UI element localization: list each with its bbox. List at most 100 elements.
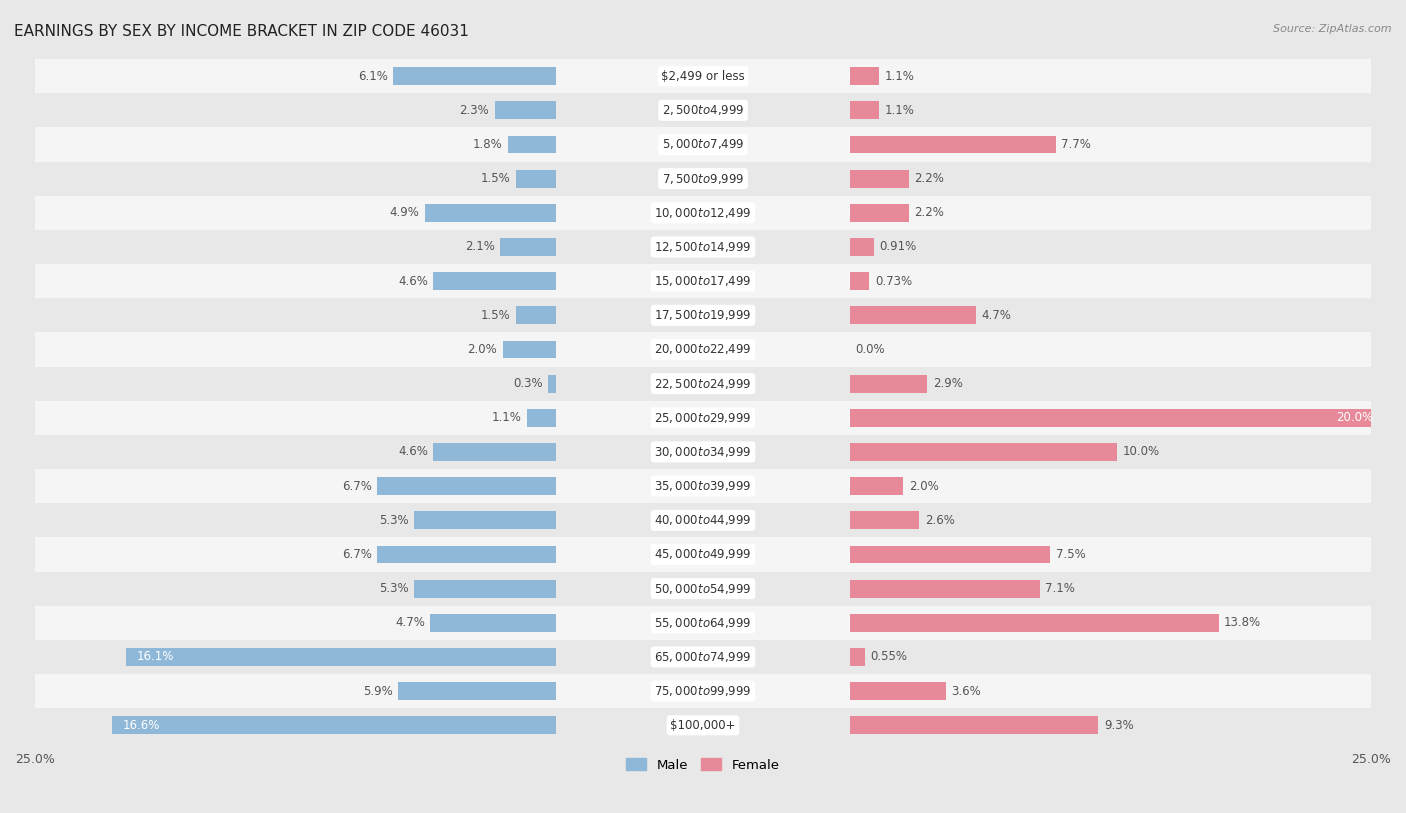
Text: 1.5%: 1.5% <box>481 309 510 322</box>
Text: 4.6%: 4.6% <box>398 275 427 288</box>
Bar <box>35 572 1371 606</box>
Text: $25,000 to $29,999: $25,000 to $29,999 <box>654 411 752 425</box>
Text: 2.3%: 2.3% <box>460 104 489 117</box>
Text: 4.7%: 4.7% <box>395 616 425 629</box>
Bar <box>112 716 555 734</box>
Text: 6.1%: 6.1% <box>357 70 388 83</box>
Bar <box>394 67 555 85</box>
Text: 7.5%: 7.5% <box>1056 548 1085 561</box>
Text: 4.9%: 4.9% <box>389 207 420 220</box>
Bar <box>35 162 1371 196</box>
Text: 2.9%: 2.9% <box>932 377 963 390</box>
Text: 1.8%: 1.8% <box>472 138 502 151</box>
Text: 16.1%: 16.1% <box>136 650 174 663</box>
Bar <box>516 170 555 188</box>
Bar <box>35 367 1371 401</box>
Text: $100,000+: $100,000+ <box>671 719 735 732</box>
Text: 7.1%: 7.1% <box>1045 582 1076 595</box>
Text: $2,500 to $4,999: $2,500 to $4,999 <box>662 103 744 117</box>
Text: $10,000 to $12,499: $10,000 to $12,499 <box>654 206 752 220</box>
Bar <box>851 716 1098 734</box>
Text: 0.55%: 0.55% <box>870 650 907 663</box>
Bar <box>35 264 1371 298</box>
Text: 5.3%: 5.3% <box>380 582 409 595</box>
Text: $50,000 to $54,999: $50,000 to $54,999 <box>654 581 752 596</box>
Text: $7,500 to $9,999: $7,500 to $9,999 <box>662 172 744 185</box>
Text: 0.0%: 0.0% <box>855 343 884 356</box>
Text: $30,000 to $34,999: $30,000 to $34,999 <box>654 445 752 459</box>
Text: 9.3%: 9.3% <box>1104 719 1133 732</box>
Bar <box>35 537 1371 572</box>
Text: 6.7%: 6.7% <box>342 548 371 561</box>
Bar <box>851 136 1056 154</box>
Bar <box>35 503 1371 537</box>
Text: 2.0%: 2.0% <box>908 480 939 493</box>
Bar <box>851 272 869 290</box>
Bar <box>35 93 1371 128</box>
Bar <box>433 272 555 290</box>
Text: 0.73%: 0.73% <box>875 275 912 288</box>
Bar <box>851 477 904 495</box>
Bar <box>851 67 879 85</box>
Text: $12,500 to $14,999: $12,500 to $14,999 <box>654 240 752 254</box>
Text: $20,000 to $22,499: $20,000 to $22,499 <box>654 342 752 356</box>
Text: Source: ZipAtlas.com: Source: ZipAtlas.com <box>1274 24 1392 34</box>
Bar <box>527 409 555 427</box>
Text: 2.0%: 2.0% <box>467 343 498 356</box>
Bar <box>851 546 1050 563</box>
Bar <box>415 511 555 529</box>
Text: 4.7%: 4.7% <box>981 309 1011 322</box>
Bar <box>851 443 1118 461</box>
Text: $5,000 to $7,499: $5,000 to $7,499 <box>662 137 744 151</box>
Bar <box>851 307 976 324</box>
Bar <box>502 341 555 359</box>
Bar <box>35 196 1371 230</box>
Text: 7.7%: 7.7% <box>1062 138 1091 151</box>
Bar <box>425 204 555 222</box>
Bar <box>851 648 865 666</box>
Text: 10.0%: 10.0% <box>1122 446 1160 459</box>
Bar <box>35 128 1371 162</box>
Text: $17,500 to $19,999: $17,500 to $19,999 <box>654 308 752 322</box>
Bar <box>516 307 555 324</box>
Bar <box>851 682 946 700</box>
Text: 1.5%: 1.5% <box>481 172 510 185</box>
Bar <box>35 435 1371 469</box>
Bar <box>415 580 555 598</box>
Bar <box>35 606 1371 640</box>
Bar <box>851 170 908 188</box>
Text: 5.3%: 5.3% <box>380 514 409 527</box>
Bar <box>851 375 928 393</box>
Bar <box>35 640 1371 674</box>
Text: 2.1%: 2.1% <box>465 241 495 254</box>
Bar <box>501 238 555 256</box>
Bar <box>851 238 875 256</box>
Bar <box>125 648 555 666</box>
Bar <box>851 614 1219 632</box>
Text: 2.6%: 2.6% <box>925 514 955 527</box>
Text: 3.6%: 3.6% <box>952 685 981 698</box>
Bar <box>851 580 1039 598</box>
Text: 6.7%: 6.7% <box>342 480 371 493</box>
Text: 5.9%: 5.9% <box>363 685 394 698</box>
Text: $65,000 to $74,999: $65,000 to $74,999 <box>654 650 752 664</box>
Bar <box>433 443 555 461</box>
Bar <box>35 674 1371 708</box>
Bar <box>377 546 555 563</box>
Text: 0.3%: 0.3% <box>513 377 543 390</box>
Text: EARNINGS BY SEX BY INCOME BRACKET IN ZIP CODE 46031: EARNINGS BY SEX BY INCOME BRACKET IN ZIP… <box>14 24 470 39</box>
Text: $40,000 to $44,999: $40,000 to $44,999 <box>654 513 752 528</box>
Bar <box>35 708 1371 742</box>
Bar <box>430 614 555 632</box>
Text: $75,000 to $99,999: $75,000 to $99,999 <box>654 684 752 698</box>
Text: 20.0%: 20.0% <box>1337 411 1374 424</box>
Bar <box>35 298 1371 333</box>
Bar <box>377 477 555 495</box>
Legend: Male, Female: Male, Female <box>621 753 785 777</box>
Text: $55,000 to $64,999: $55,000 to $64,999 <box>654 615 752 630</box>
Bar <box>495 102 555 120</box>
Text: 1.1%: 1.1% <box>492 411 522 424</box>
Bar <box>851 409 1385 427</box>
Bar <box>35 401 1371 435</box>
Bar <box>851 511 920 529</box>
